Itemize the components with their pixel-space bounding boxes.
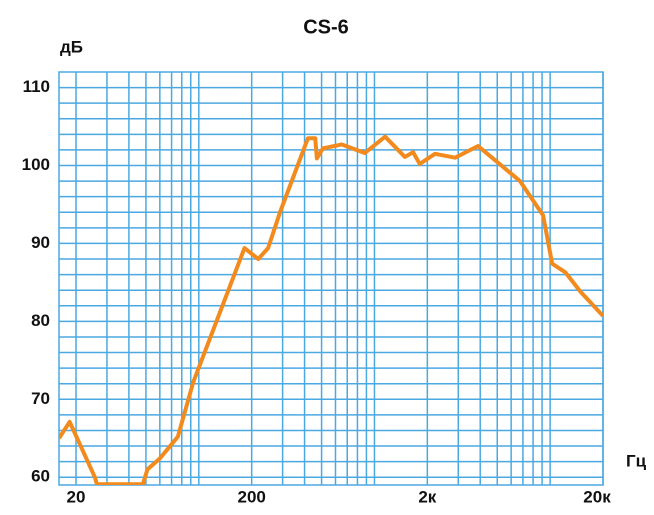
y-tick-label: 80 xyxy=(31,311,50,330)
chart-title: CS-6 xyxy=(303,16,349,38)
y-axis-label: дБ xyxy=(60,37,83,56)
x-tick-label: 20к xyxy=(583,487,611,506)
x-tick-label: 200 xyxy=(237,487,265,506)
x-axis-label: Гц xyxy=(626,451,647,470)
y-tick-label: 90 xyxy=(31,233,50,252)
x-tick-label: 2к xyxy=(418,487,436,506)
y-tick-label: 70 xyxy=(31,389,50,408)
y-tick-label: 110 xyxy=(23,77,50,96)
x-tick-label: 20 xyxy=(67,487,86,506)
data-line xyxy=(59,134,603,485)
y-tick-label: 60 xyxy=(31,467,50,486)
y-tick-label: 100 xyxy=(22,155,50,174)
plot-border xyxy=(58,71,604,486)
